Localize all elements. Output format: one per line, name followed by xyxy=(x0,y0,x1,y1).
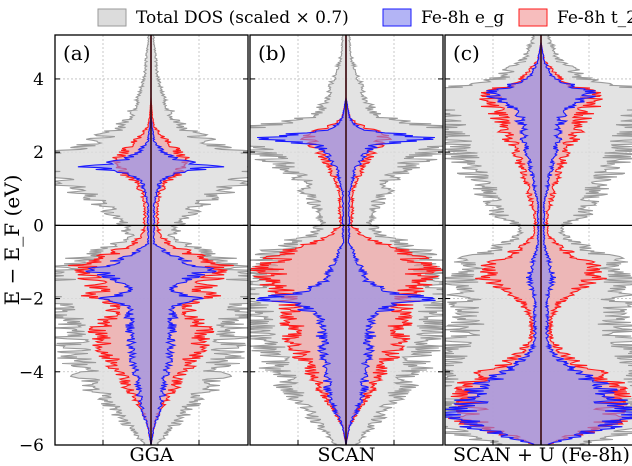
y-tick-label: 4 xyxy=(33,70,44,90)
y-tick-label: −2 xyxy=(19,290,44,310)
series-group xyxy=(445,35,632,445)
legend-swatch-1 xyxy=(97,8,127,27)
panel-xlabel: SCAN + U (Fe-8h) xyxy=(453,444,630,466)
legend-swatch-2 xyxy=(382,8,412,27)
panel-tag: (b) xyxy=(258,41,286,65)
y-tick-label: −6 xyxy=(19,436,44,456)
legend-swatch-3 xyxy=(518,8,548,27)
legend-label-1: Total DOS (scaled × 0.7) xyxy=(136,8,349,28)
panel-2: (b) SCAN xyxy=(249,34,444,466)
panel-1: (a) GGA xyxy=(54,34,249,466)
series-group xyxy=(55,35,248,445)
panels: (a) GGA (b) SCAN (c) SCAN + U (Fe-8h) xyxy=(54,34,632,466)
legend: Total DOS (scaled × 0.7) Fe-8h e_g Fe-8h t… xyxy=(97,8,632,28)
y-axis: −6 −4 −2 0 2 4 E − E_F (eV) xyxy=(0,70,44,456)
panel-tag: (c) xyxy=(453,41,480,65)
y-tick-label: 2 xyxy=(33,143,44,163)
y-tick-label: −4 xyxy=(19,363,44,383)
legend-label-2: Fe-8h e_g xyxy=(421,8,504,28)
y-axis-label: E − E_F (eV) xyxy=(0,175,24,306)
panel-3: (c) SCAN + U (Fe-8h) xyxy=(444,34,632,466)
legend-label-3: Fe-8h t_2g xyxy=(557,8,632,28)
panel-xlabel: SCAN xyxy=(318,444,376,466)
panel-tag: (a) xyxy=(63,41,91,65)
y-tick-label: 0 xyxy=(33,216,44,236)
panel-xlabel: GGA xyxy=(129,444,173,466)
